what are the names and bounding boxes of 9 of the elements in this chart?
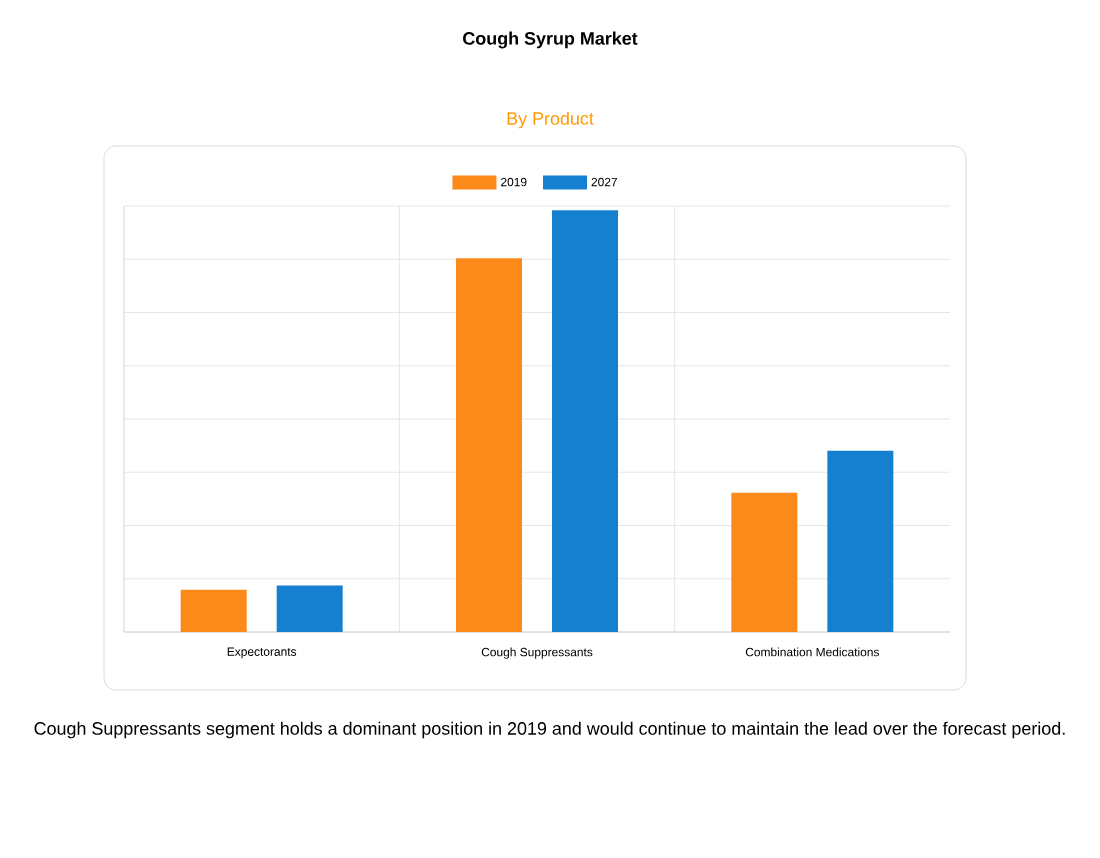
text: Cough Suppressants segment holds a dominant position in 2019 and would continue to maintain the lead over the forecast period. <box>34 721 1065 739</box>
bar <box>456 258 523 633</box>
chart-subtitle: By Product <box>507 111 594 129</box>
bar <box>827 450 894 633</box>
bar <box>552 210 619 633</box>
bar <box>180 589 247 633</box>
bar <box>276 585 343 633</box>
chart-title: Cough Syrup Market <box>463 31 638 49</box>
bar <box>731 492 798 633</box>
